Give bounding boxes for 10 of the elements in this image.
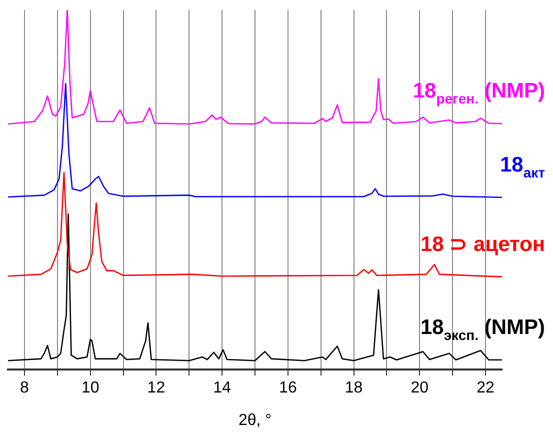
x-axis-title: 2θ, ° — [238, 412, 272, 429]
x-tick-label: 10 — [81, 380, 100, 397]
x-tick-label: 20 — [410, 380, 429, 397]
x-tick-label: 8 — [20, 380, 30, 397]
x-tick-label: 18 — [344, 380, 363, 397]
x-tick-label: 12 — [147, 380, 166, 397]
x-tick-label: 16 — [279, 380, 297, 397]
x-tick-label: 14 — [213, 380, 232, 397]
series-label: 18 ⊃ ацетон — [420, 232, 546, 256]
x-tick-label: 22 — [476, 380, 495, 397]
